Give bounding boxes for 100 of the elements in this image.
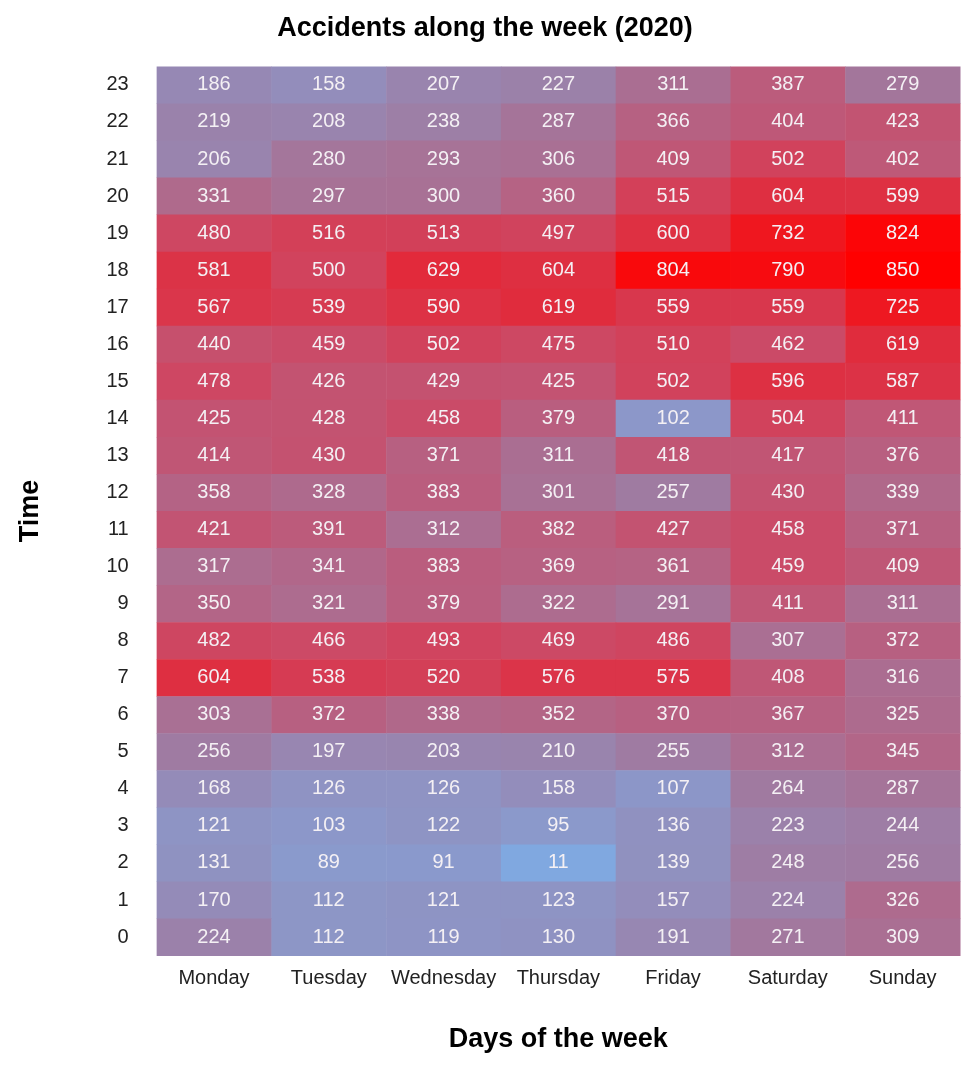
data-label: 307 <box>771 628 805 651</box>
data-label: 430 <box>771 479 805 502</box>
data-label: 317 <box>197 554 231 577</box>
data-label: 426 <box>312 368 346 391</box>
data-label: 502 <box>656 368 690 391</box>
data-label: 425 <box>197 405 231 428</box>
data-label: 402 <box>885 146 920 169</box>
data-label: 168 <box>197 776 231 799</box>
data-label: 303 <box>197 702 231 725</box>
data-label: 280 <box>312 146 346 169</box>
x-tick-label: Tuesday <box>290 966 367 989</box>
data-label: 191 <box>656 924 690 947</box>
y-tick-label: 4 <box>117 776 129 799</box>
data-label: 417 <box>771 442 805 465</box>
data-label: 11 <box>547 850 569 873</box>
data-label: 408 <box>771 665 805 688</box>
data-label: 291 <box>656 591 690 614</box>
data-label: 732 <box>771 220 805 243</box>
data-label: 352 <box>541 702 576 725</box>
data-label: 311 <box>657 72 690 95</box>
data-label: 287 <box>885 776 920 799</box>
data-label: 371 <box>426 442 461 465</box>
data-label: 475 <box>541 331 576 354</box>
data-label: 370 <box>656 702 690 725</box>
data-label: 326 <box>885 887 920 910</box>
data-label: 382 <box>541 517 576 540</box>
data-label: 559 <box>656 294 690 317</box>
y-tick-label: 20 <box>106 183 129 206</box>
y-tick-label: 15 <box>106 368 129 391</box>
y-tick-label: 12 <box>106 479 129 502</box>
data-label: 248 <box>771 850 805 873</box>
y-axis-title: Time <box>13 479 44 543</box>
data-label: 387 <box>771 72 805 95</box>
data-label: 271 <box>771 924 805 947</box>
data-label: 207 <box>426 72 461 95</box>
data-label: 297 <box>312 183 346 206</box>
data-label: 158 <box>541 776 576 799</box>
data-label: 482 <box>197 628 231 651</box>
data-label: 458 <box>426 405 461 428</box>
data-label: 599 <box>885 183 920 206</box>
y-tick-label: 14 <box>106 405 129 428</box>
data-label: 322 <box>541 591 576 614</box>
data-label: 123 <box>541 887 576 910</box>
data-label: 366 <box>656 109 690 132</box>
data-label: 404 <box>771 109 805 132</box>
data-label: 379 <box>541 405 576 428</box>
data-label: 462 <box>771 331 805 354</box>
data-label: 203 <box>426 739 461 762</box>
data-label: 312 <box>771 739 805 762</box>
y-tick-label: 7 <box>117 665 129 688</box>
data-label: 331 <box>197 183 231 206</box>
data-label: 206 <box>197 146 231 169</box>
data-label: 486 <box>656 628 690 651</box>
data-label: 429 <box>426 368 461 391</box>
data-label: 157 <box>656 887 690 910</box>
data-label: 197 <box>312 739 346 762</box>
x-tick-label: Monday <box>178 966 250 989</box>
data-label: 122 <box>426 813 461 836</box>
data-label: 409 <box>656 146 690 169</box>
data-label: 510 <box>656 331 690 354</box>
data-label: 725 <box>885 294 920 317</box>
x-tick-label: Friday <box>645 966 701 989</box>
data-label: 95 <box>547 813 570 836</box>
data-label: 126 <box>312 776 346 799</box>
data-label: 604 <box>197 665 231 688</box>
data-label: 372 <box>312 702 346 725</box>
y-tick-label: 16 <box>106 331 129 354</box>
data-label: 513 <box>426 220 461 243</box>
data-label: 350 <box>197 591 231 614</box>
data-label: 358 <box>197 479 231 502</box>
data-label: 790 <box>771 257 805 280</box>
data-label: 208 <box>312 109 346 132</box>
y-tick-label: 6 <box>117 702 129 725</box>
chart-title: Accidents along the week (2020) <box>277 11 693 42</box>
data-label: 91 <box>432 850 455 873</box>
y-tick-label: 10 <box>106 554 129 577</box>
data-label: 312 <box>426 517 461 540</box>
data-label: 367 <box>771 702 805 725</box>
data-label: 301 <box>541 479 576 502</box>
data-label: 478 <box>197 368 231 391</box>
y-tick-label: 22 <box>106 109 129 132</box>
data-label: 596 <box>771 368 805 391</box>
data-label: 504 <box>771 405 805 428</box>
y-tick-label: 2 <box>117 850 129 873</box>
data-label: 567 <box>197 294 231 317</box>
data-label: 287 <box>541 109 576 132</box>
data-label: 590 <box>426 294 461 317</box>
data-label: 345 <box>885 739 920 762</box>
data-label: 576 <box>541 665 576 688</box>
data-label: 850 <box>885 257 920 280</box>
data-label: 493 <box>426 628 461 651</box>
data-label: 428 <box>312 405 346 428</box>
data-label: 604 <box>541 257 576 280</box>
data-label: 311 <box>886 591 919 614</box>
data-label: 224 <box>197 924 231 947</box>
data-label: 430 <box>312 442 346 465</box>
data-label: 458 <box>771 517 805 540</box>
data-label: 279 <box>885 72 920 95</box>
data-label: 440 <box>197 331 231 354</box>
data-label: 629 <box>426 257 461 280</box>
